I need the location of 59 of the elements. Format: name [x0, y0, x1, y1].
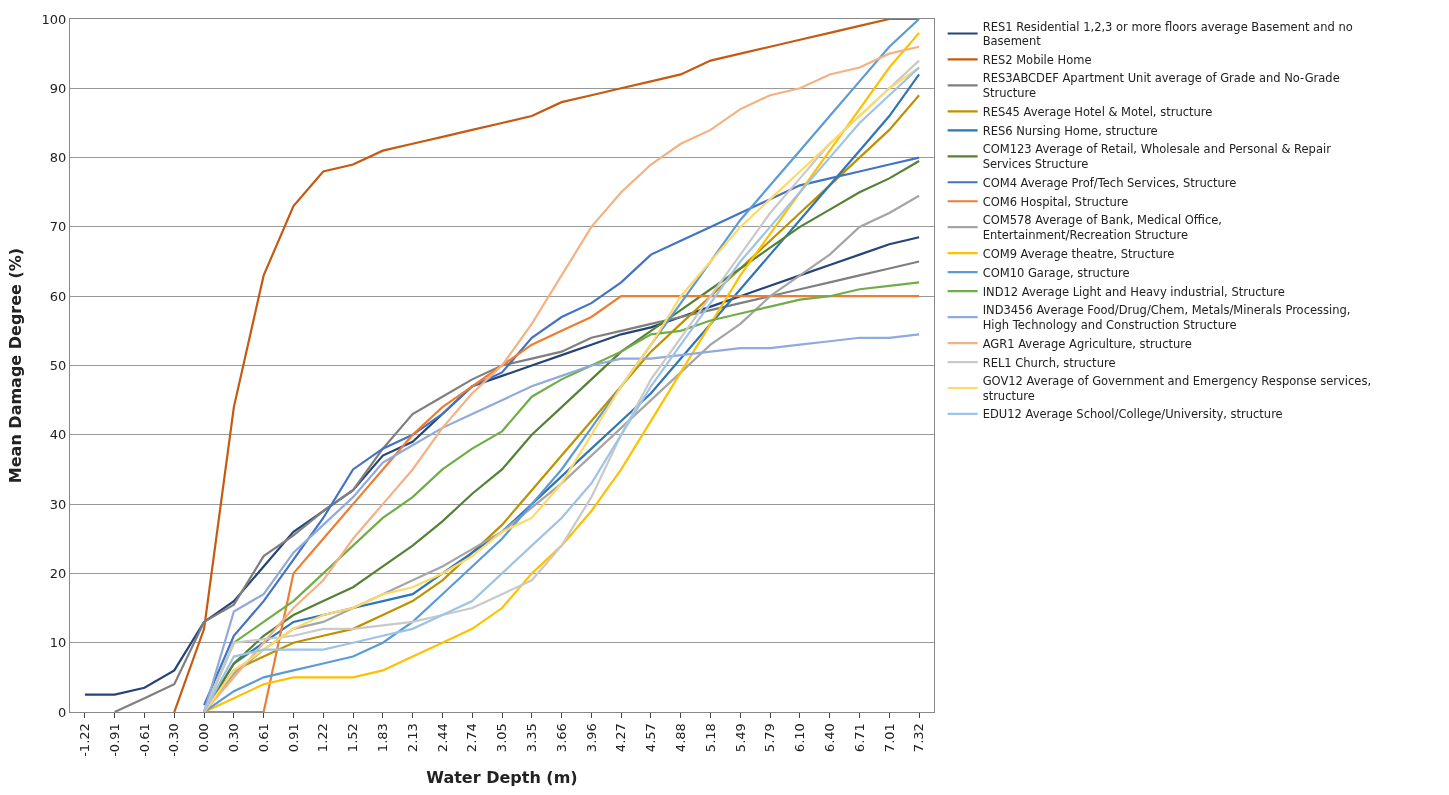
x-tick-label: 3.05 [494, 723, 510, 753]
y-axis-title: Mean Damage Degree (%) [6, 247, 26, 484]
y-tick-label: 0 [58, 704, 67, 720]
x-tick-label: -0.30 [166, 723, 182, 757]
y-tick-label: 10 [49, 635, 67, 651]
y-tick-label: 70 [49, 219, 67, 235]
y-tick-label: 90 [49, 80, 67, 96]
y-tick-label: 30 [49, 496, 67, 512]
x-tick-label: 0.91 [285, 723, 301, 753]
y-tick-label: 60 [49, 288, 67, 304]
x-tick-label: 6.71 [851, 723, 867, 753]
x-tick-label: 7.32 [911, 723, 927, 753]
x-tick-label: 4.88 [672, 723, 688, 753]
legend-label: RES6 Nursing Home, structure [982, 123, 1158, 138]
x-tick-label: 0.30 [226, 723, 242, 753]
x-tick-label: 0.61 [255, 723, 271, 753]
legend-label: RES45 Average Hotel & Motel, structure [982, 104, 1213, 119]
legend-label: EDU12 Average School/College/University, structure [982, 407, 1283, 422]
legend-label: RES3ABCDEF Apartment Unit average of Grade and No-Grade Structure [982, 71, 1340, 101]
x-tick-label: 0.00 [196, 723, 212, 753]
legend-label: AGR1 Average Agriculture, structure [982, 336, 1192, 351]
legend-label: COM6 Hospital, Structure [982, 194, 1129, 209]
y-tick-label: 100 [41, 11, 67, 27]
legend-label: IND12 Average Light and Heavy industrial, Structure [982, 284, 1285, 299]
x-tick-label: 1.83 [375, 723, 391, 753]
y-tick-label: 40 [49, 427, 67, 443]
x-axis-title: Water Depth (m) [426, 767, 578, 787]
x-tick-label: 6.10 [792, 723, 808, 753]
legend-label: REL1 Church, structure [982, 355, 1116, 370]
x-tick-label: 2.74 [464, 723, 480, 753]
x-tick-label: 1.22 [315, 723, 331, 753]
x-tick-label: -0.91 [106, 723, 122, 757]
x-tick-label: 5.49 [732, 723, 748, 753]
x-tick-label: 4.57 [643, 723, 659, 753]
legend-label: IND3456 Average Food/Drug/Chem, Metals/Minerals Processing, High Technology and Construction Structure [982, 303, 1351, 333]
x-tick-label: 2.44 [434, 723, 450, 753]
x-tick-label: 7.01 [881, 723, 897, 753]
legend-label: GOV12 Average of Government and Emergency Response services, structure [982, 374, 1372, 403]
y-tick-label: 50 [49, 358, 67, 374]
x-tick-label: 6.40 [821, 723, 837, 753]
x-tick-label: 5.18 [702, 723, 718, 753]
y-tick-label: 80 [49, 150, 67, 166]
x-tick-label: 1.52 [345, 723, 361, 753]
x-tick-label: 3.96 [583, 723, 599, 753]
x-tick-label: -1.22 [77, 723, 93, 757]
x-tick-label: 5.79 [762, 723, 778, 753]
x-tick-label: 3.66 [553, 723, 569, 753]
x-tick-label: 3.35 [524, 723, 540, 753]
legend-label: COM4 Average Prof/Tech Services, Structure [982, 175, 1237, 190]
legend-label: RES2 Mobile Home [982, 52, 1092, 67]
legend-label: COM123 Average of Retail, Wholesale and Personal & Repair Services Structure [982, 142, 1332, 172]
legend-label: COM578 Average of Bank, Medical Office, Entertainment/Recreation Structure [982, 213, 1223, 243]
x-tick-label: 2.13 [404, 723, 420, 753]
legend-label: RES1 Residential 1,2,3 or more floors average Basement and no Basement [982, 19, 1353, 49]
legend-label: COM9 Average theatre, Structure [982, 246, 1175, 261]
legend-label: COM10 Garage, structure [982, 265, 1130, 280]
x-tick-label: -0.61 [136, 723, 152, 757]
y-tick-label: 20 [49, 565, 67, 581]
x-tick-label: 4.27 [613, 723, 629, 753]
